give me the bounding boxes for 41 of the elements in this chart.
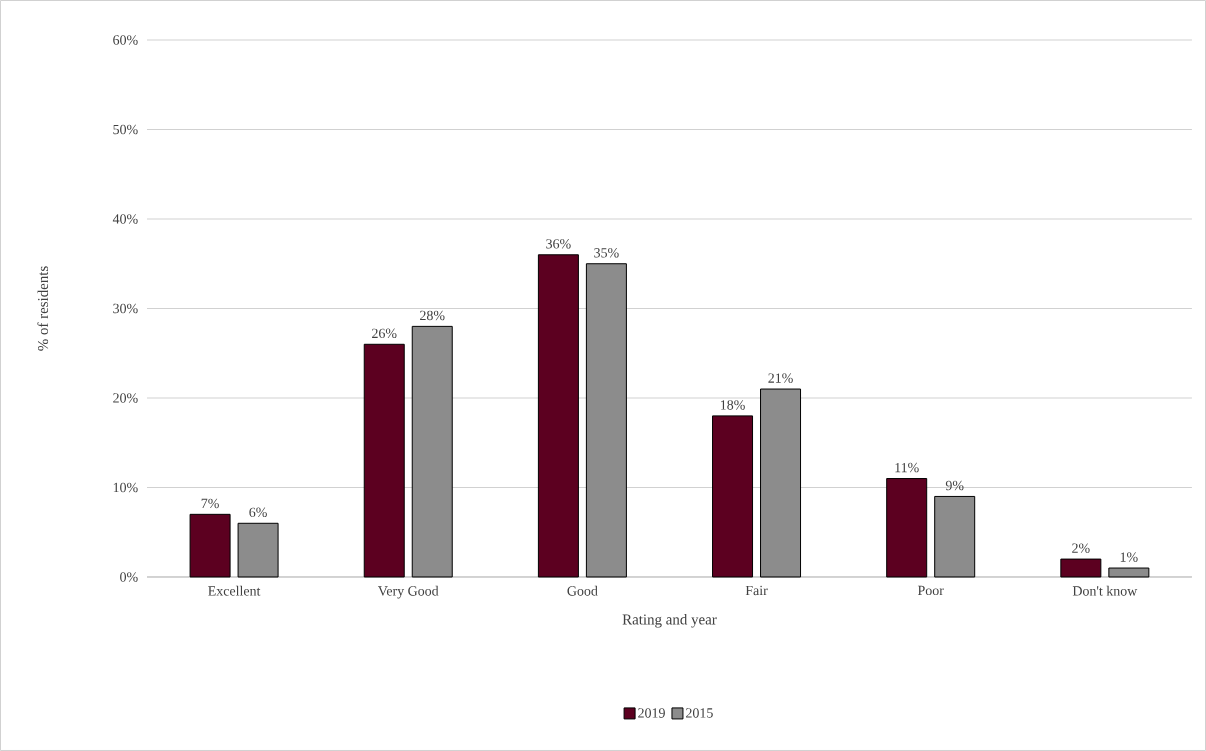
x-axis-title: Rating and year [622, 614, 717, 628]
bar [237, 522, 279, 578]
data-label: 26% [372, 328, 397, 339]
data-label: 21% [768, 373, 793, 383]
x-tick-label: Fair [745, 585, 768, 596]
bar [886, 478, 928, 578]
y-tick-label: 10% [113, 482, 138, 493]
bar [1108, 567, 1150, 578]
bar [934, 495, 976, 578]
y-tick-label: 40% [112, 214, 138, 224]
data-label: 2% [1072, 543, 1090, 553]
data-label: 9% [945, 480, 964, 491]
legend-label: 2019 [638, 708, 665, 718]
x-tick-label: Excellent [208, 585, 261, 596]
y-tick-label: 20% [113, 393, 138, 403]
bar [1060, 558, 1102, 578]
data-label: 7% [201, 498, 219, 509]
y-tick-label: 30% [113, 303, 138, 314]
y-axis-title: % of residents [37, 266, 49, 351]
data-label: 36% [546, 239, 571, 249]
data-label: 28% [420, 310, 445, 321]
y-tick-label: 0% [120, 572, 138, 582]
bar [712, 415, 754, 578]
x-tick-label: Good [567, 585, 598, 596]
x-tick-label: Don't know [1072, 585, 1138, 596]
bar [363, 343, 405, 578]
y-tick-label: 50% [113, 124, 138, 135]
x-tick-label: Poor [917, 585, 944, 596]
bar [760, 388, 802, 578]
y-tick-label: 60% [113, 35, 138, 45]
data-label: 18% [720, 400, 745, 410]
data-label: 35% [594, 248, 619, 258]
bar [189, 513, 231, 578]
bar [411, 325, 453, 578]
x-tick-label: Very Good [377, 585, 439, 599]
data-label: 1% [1120, 552, 1138, 562]
bar [537, 254, 579, 578]
data-label: 6% [249, 507, 267, 518]
legend-label: 2015 [686, 708, 713, 718]
data-label: 11% [895, 462, 919, 473]
bar [585, 263, 627, 578]
